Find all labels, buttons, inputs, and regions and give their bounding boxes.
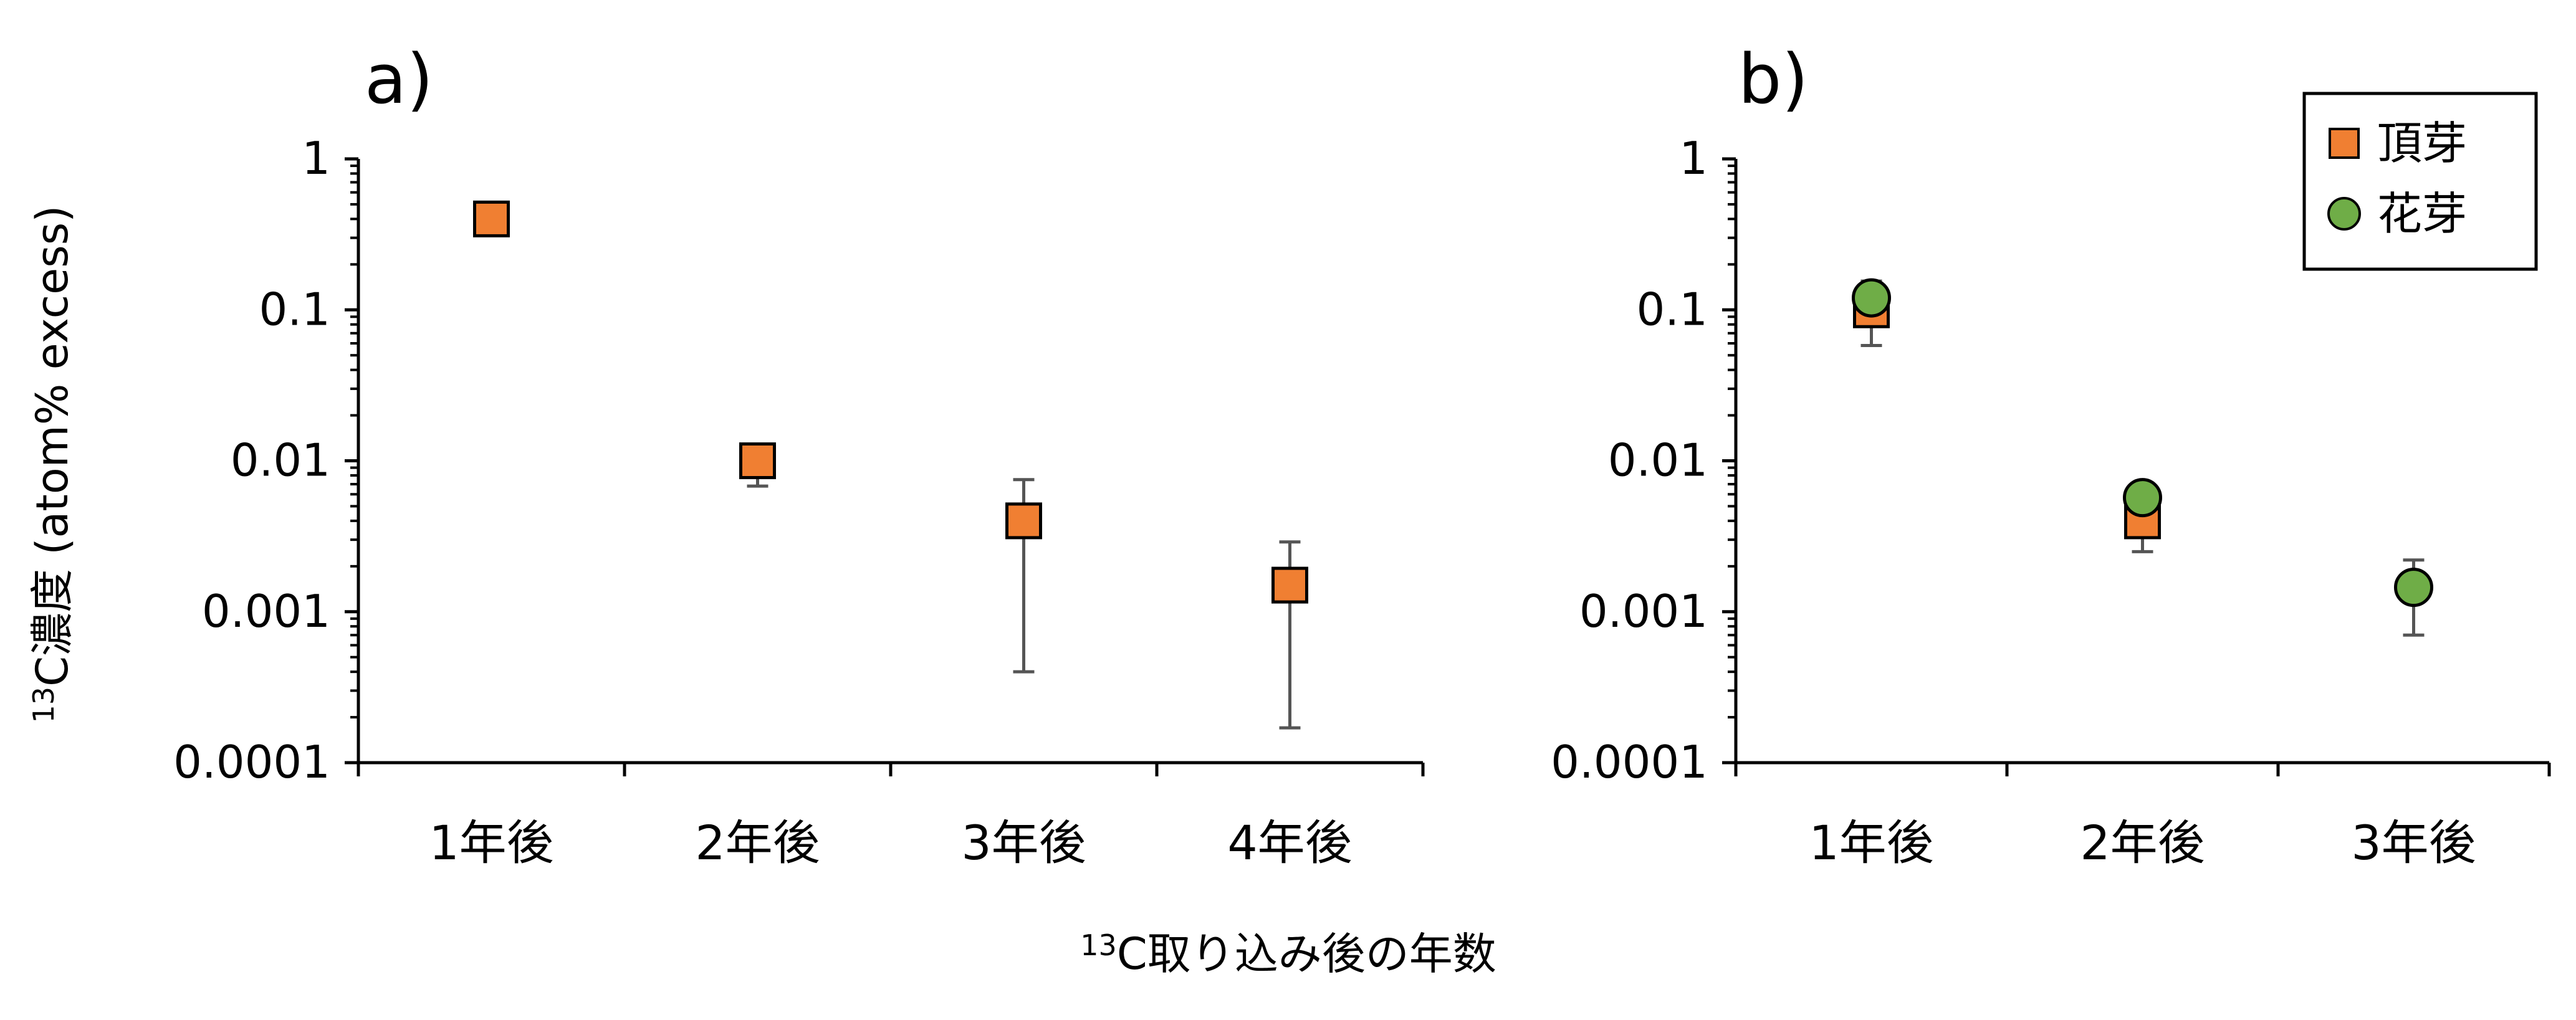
panel-label: b) [1738, 39, 1809, 119]
y-tick-label: 0.01 [231, 434, 330, 487]
y-tick-label: 1 [302, 132, 330, 184]
y-tick-label: 0.1 [1636, 283, 1708, 335]
y-tick-label: 0.001 [1579, 585, 1708, 637]
legend-box [2302, 92, 2538, 271]
data-point-square [1271, 566, 1308, 604]
x-tick-label: 4年後 [1227, 815, 1352, 870]
x-axis-label-text: C取り込み後の年数 [1117, 928, 1496, 979]
y-tick-label: 0.1 [259, 283, 330, 335]
x-tick-label: 2年後 [2080, 815, 2205, 870]
legend-label-flower-bud: 花芽 [2377, 188, 2467, 240]
y-tick-label: 0.0001 [1551, 736, 1708, 788]
x-axis-label: 13C取り込み後の年数 [1080, 928, 1496, 979]
data-point-square [473, 200, 510, 237]
data-point-circle [2394, 568, 2433, 608]
legend-circle-marker [2327, 197, 2361, 231]
y-tick-label: 1 [1679, 132, 1708, 184]
x-tick-label: 2年後 [695, 815, 820, 870]
y-axis-label: 13C濃度 (atom% excess) [27, 206, 78, 723]
y-axis-label-text: C濃度 (atom% excess) [27, 206, 78, 687]
y-tick-label: 0.001 [202, 585, 330, 637]
legend-label-terminal-bud: 頂芽 [2377, 117, 2467, 169]
y-axis-label-superscript: 13 [27, 687, 60, 723]
x-tick-label: 1年後 [429, 815, 553, 870]
x-tick-label: 3年後 [2351, 815, 2476, 870]
data-point-square [1005, 502, 1042, 540]
legend: 頂芽 花芽 [2302, 92, 2538, 271]
panel-b: b) 1 0.1 0.01 0.001 0.0001 1年後 2年後 3年後 [1551, 39, 2551, 870]
y-tick-label: 0.0001 [173, 736, 330, 788]
data-point-circle [1852, 278, 1891, 318]
x-tick-label: 3年後 [961, 815, 1086, 870]
panel-label: a) [365, 39, 433, 119]
y-tick-label: 0.01 [1608, 434, 1708, 487]
data-point-square [739, 442, 776, 479]
data-point-circle [2123, 478, 2162, 518]
x-axis-label-superscript: 13 [1080, 928, 1117, 962]
legend-square-marker [2329, 128, 2360, 159]
panel-a: a) 1 0.1 0.01 0.001 0.0001 1年後 2年後 3年後 4年後 [173, 39, 1425, 870]
x-tick-label: 1年後 [1809, 815, 1933, 870]
